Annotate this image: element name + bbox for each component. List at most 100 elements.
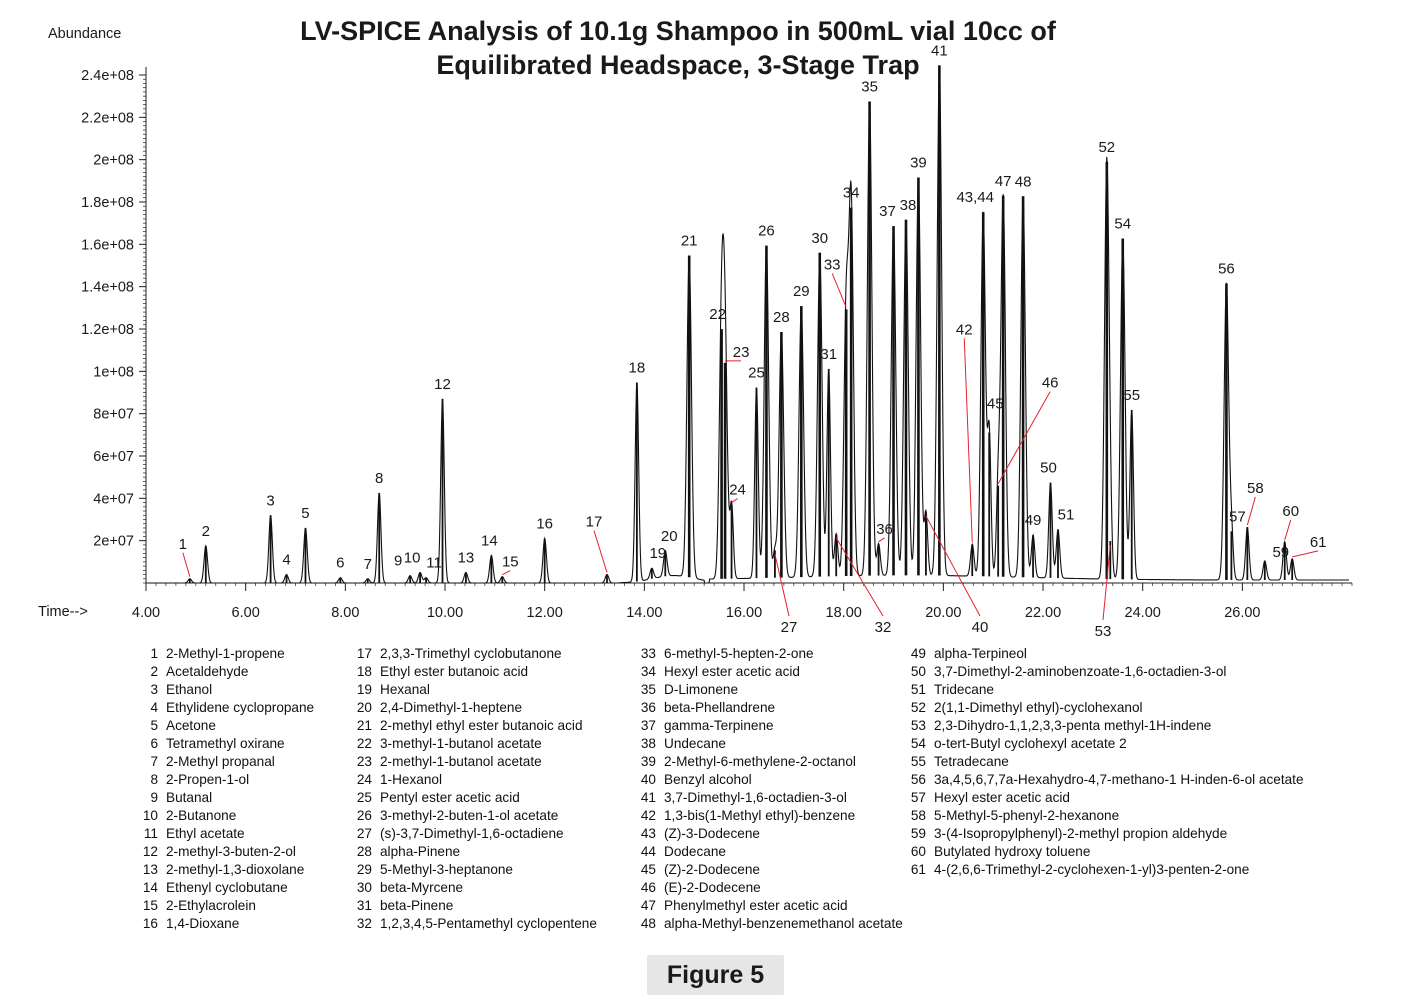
legend-item-39: 39 2-Methyl-6-methylene-2-octanol <box>634 753 903 771</box>
y-tick-label: 2e+08 <box>93 153 134 169</box>
peak-label-49: 49 <box>1025 512 1042 529</box>
legend-compound-name: 2-methyl ethyl ester butanoic acid <box>380 718 583 733</box>
legend-compound-name: 3-methyl-1-butanol acetate <box>380 736 542 751</box>
peak-label-53: 53 <box>1095 623 1112 640</box>
legend-compound-name: alpha-Methyl-benzenemethanol acetate <box>664 916 903 931</box>
legend-number: 9 <box>150 790 158 805</box>
legend-compound-name: Acetone <box>166 718 216 733</box>
legend-compound-name: 2-Ethylacrolein <box>166 898 256 913</box>
peak-label-22: 22 <box>709 306 726 323</box>
callout-line-33 <box>831 273 847 308</box>
y-tick-label: 1.2e+08 <box>81 322 134 338</box>
legend-item-12: 12 2-methyl-3-buten-2-ol <box>136 843 314 861</box>
legend-compound-name: (Z)-3-Dodecene <box>664 826 760 841</box>
legend-compound-name: 5-Methyl-3-heptanone <box>380 862 513 877</box>
legend-item-61: 61 4-(2,6,6-Trimethyl-2-cyclohexen-1-yl)3… <box>904 861 1304 879</box>
peak-label-15: 15 <box>502 554 519 571</box>
legend-item-9: 9 Butanal <box>136 789 314 807</box>
legend-number: 57 <box>910 790 926 805</box>
legend-item-51: 51 Tridecane <box>904 681 1304 699</box>
legend-compound-name: Butanal <box>166 790 213 805</box>
callout-line-60 <box>1284 519 1292 541</box>
y-tick-label: 2.4e+08 <box>81 68 134 84</box>
legend-number: 56 <box>910 772 926 787</box>
peak-label-9: 9 <box>394 553 402 570</box>
legend-item-32: 32 1,2,3,4,5-Pentamethyl cyclopentene <box>350 915 597 933</box>
legend-number: 40 <box>640 772 656 787</box>
peak-label-56: 56 <box>1218 261 1235 278</box>
legend-compound-name: 3,7-Dimethyl-2-aminobenzoate-1,6-octadie… <box>934 664 1227 679</box>
legend-number: 43 <box>640 826 656 841</box>
legend-item-33: 33 6-methyl-5-hepten-2-one <box>634 645 903 663</box>
legend-compound-name: Phenylmethyl ester acetic acid <box>664 898 848 913</box>
legend-item-26: 26 3-methyl-2-buten-1-ol acetate <box>350 807 597 825</box>
legend-compound-name: 3-methyl-2-buten-1-ol acetate <box>380 808 559 823</box>
legend-number: 36 <box>640 700 656 715</box>
legend-compound-name: Ethenyl cyclobutane <box>166 880 288 895</box>
legend-item-44: 44 Dodecane <box>634 843 903 861</box>
peak-label-30: 30 <box>811 230 828 247</box>
legend-compound-name: 5-Methyl-5-phenyl-2-hexanone <box>934 808 1120 823</box>
legend-compound-name: 2-Methyl-6-methylene-2-octanol <box>664 754 856 769</box>
peak-label-37: 37 <box>879 203 896 220</box>
legend-item-50: 50 3,7-Dimethyl-2-aminobenzoate-1,6-octad… <box>904 663 1304 681</box>
legend-number: 26 <box>356 808 372 823</box>
legend-number: 59 <box>910 826 926 841</box>
peak-label-38: 38 <box>900 197 917 214</box>
peak-label-41: 41 <box>931 42 948 59</box>
legend-compound-name: 1,4-Dioxane <box>166 916 240 931</box>
legend-item-8: 8 2-Propen-1-ol <box>136 771 314 789</box>
peak-label-27: 27 <box>781 619 798 636</box>
peak-label-24: 24 <box>729 482 746 499</box>
legend-number: 32 <box>356 916 372 931</box>
chromatogram-chart: LV-SPICE Analysis of 10.1g Shampoo in 50… <box>38 16 1353 640</box>
legend-compound-name: beta-Pinene <box>380 898 454 913</box>
legend-item-29: 29 5-Methyl-3-heptanone <box>350 861 597 879</box>
peak-label-5: 5 <box>301 505 309 522</box>
legend-compound-name: Acetaldehyde <box>166 664 249 679</box>
legend-compound-name: alpha-Pinene <box>380 844 461 859</box>
legend-item-45: 45 (Z)-2-Dodecene <box>634 861 903 879</box>
legend-compound-name: Hexyl ester acetic acid <box>934 790 1070 805</box>
legend-number: 46 <box>640 880 656 895</box>
y-tick-label: 1.6e+08 <box>81 237 134 253</box>
y-axis-label: Abundance <box>48 26 121 42</box>
legend-number: 25 <box>356 790 372 805</box>
legend-number: 47 <box>640 898 656 913</box>
peak-label-45: 45 <box>987 395 1004 412</box>
legend-item-42: 42 1,3-bis(1-Methyl ethyl)-benzene <box>634 807 903 825</box>
peak-label-20: 20 <box>661 528 678 545</box>
legend-compound-name: Dodecane <box>664 844 726 859</box>
peak-label-19: 19 <box>649 545 666 562</box>
peak-label-31: 31 <box>820 346 837 363</box>
legend-number: 54 <box>910 736 926 751</box>
legend-item-52: 52 2(1,1-Dimethyl ethyl)-cyclohexanol <box>904 699 1304 717</box>
peak-label-10: 10 <box>404 549 421 566</box>
legend-compound-name: 2-methyl-1-butanol acetate <box>380 754 542 769</box>
legend-number: 34 <box>640 664 656 679</box>
legend-number: 8 <box>150 772 158 787</box>
legend-number: 58 <box>910 808 926 823</box>
legend-number: 33 <box>640 646 656 661</box>
x-tick-label: 18.00 <box>826 605 862 621</box>
peak-label-16: 16 <box>536 516 553 533</box>
callout-line-53 <box>1102 544 1111 621</box>
legend-compound-name: (s)-3,7-Dimethyl-1,6-octadiene <box>380 826 564 841</box>
peak-label-50: 50 <box>1040 460 1057 477</box>
y-tick-label: 6e+07 <box>93 449 134 465</box>
peak-label-25: 25 <box>748 365 765 382</box>
legend-item-35: 35 D-Limonene <box>634 681 903 699</box>
legend-item-34: 34 Hexyl ester acetic acid <box>634 663 903 681</box>
peak-label-35: 35 <box>861 79 878 96</box>
x-tick-label: 12.00 <box>527 605 563 621</box>
legend-compound-name: Butylated hydroxy toluene <box>934 844 1091 859</box>
legend-item-47: 47 Phenylmethyl ester acetic acid <box>634 897 903 915</box>
callout-line-58 <box>1246 496 1256 526</box>
legend-number: 53 <box>910 718 926 733</box>
legend-compound-name: 2-methyl-1,3-dioxolane <box>166 862 305 877</box>
peak-label-4: 4 <box>282 552 290 569</box>
peak-label-13: 13 <box>458 549 475 566</box>
legend-item-4: 4 Ethylidene cyclopropane <box>136 699 314 717</box>
legend-number: 2 <box>150 664 158 679</box>
legend-item-5: 5 Acetone <box>136 717 314 735</box>
